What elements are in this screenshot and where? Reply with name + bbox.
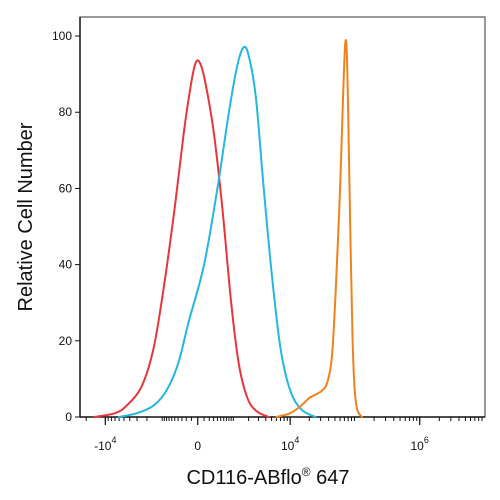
y-tick-label-2: 40	[59, 258, 73, 272]
y-tick-label-3: 60	[59, 181, 73, 195]
x-tick-label-base-1: 0	[194, 439, 201, 453]
x-tick-label-exp-0: 4	[111, 435, 116, 445]
x-tick-label-exp-2: 4	[294, 435, 299, 445]
series-line-0	[93, 59, 270, 418]
x-tick-label-0: -104	[94, 435, 116, 453]
series-layer	[93, 38, 363, 418]
x-axis-title-suffix: 647	[311, 467, 350, 489]
y-axis-title: Relative Cell Number	[15, 122, 37, 311]
x-tick-label-base-0: -10	[94, 439, 112, 453]
x-tick-label-base-3: 10	[411, 439, 425, 453]
y-axis-ticks: 0 20 40 60 80 100	[52, 29, 80, 424]
x-tick-label-exp-3: 6	[424, 435, 429, 445]
x-axis-title-superscript: ®	[302, 465, 311, 479]
x-axis-ticks: -104 0 104 106	[85, 417, 483, 453]
series-line-1	[118, 45, 317, 418]
y-tick-label-4: 80	[59, 105, 73, 119]
x-axis-title: CD116-ABflo® 647	[186, 465, 349, 489]
x-tick-label-1: 0	[194, 439, 201, 453]
y-tick-label-5: 100	[52, 29, 72, 43]
series-line-2	[275, 38, 363, 418]
x-axis-title-main: CD116-ABflo	[186, 467, 301, 489]
x-tick-label-base-2: 10	[281, 439, 295, 453]
y-tick-label-0: 0	[65, 410, 72, 424]
y-tick-label-1: 20	[59, 334, 73, 348]
x-tick-label-3: 106	[411, 435, 429, 453]
x-tick-label-2: 104	[281, 435, 299, 453]
